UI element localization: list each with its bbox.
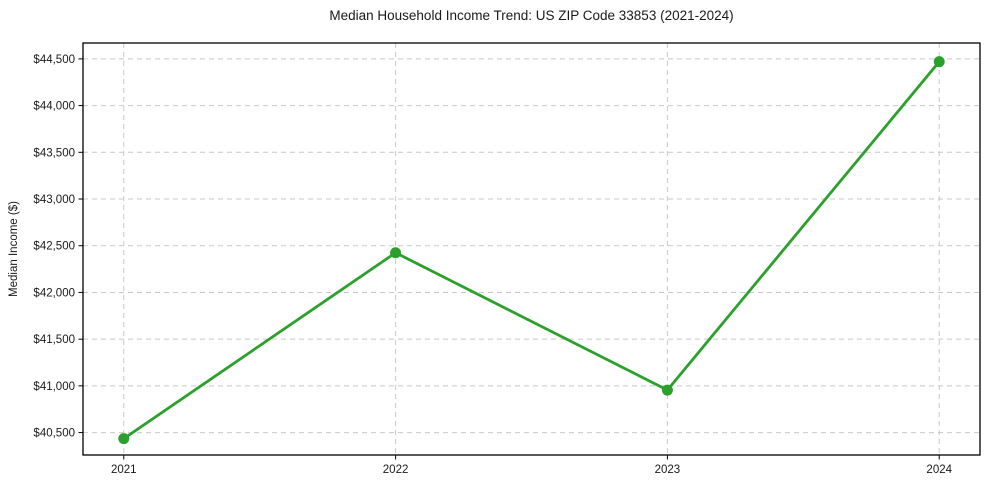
y-tick-label: $43,500 — [33, 147, 75, 159]
y-tick-label: $44,000 — [33, 101, 75, 113]
y-tick-label: $40,500 — [33, 428, 75, 440]
x-tick-label: 2021 — [111, 464, 137, 476]
chart-title: Median Household Income Trend: US ZIP Co… — [329, 8, 734, 23]
y-tick-label: $42,000 — [33, 287, 75, 299]
data-point — [390, 247, 402, 259]
axes-frame — [82, 42, 981, 456]
y-axis-label: Median Income ($) — [8, 201, 20, 297]
x-tick-label: 2024 — [926, 464, 952, 476]
y-tick-label: $43,000 — [33, 194, 75, 206]
y-tick-label: $44,500 — [33, 54, 75, 66]
data-point — [933, 56, 945, 68]
x-tick-label: 2023 — [655, 464, 681, 476]
trend-line — [122, 60, 941, 441]
x-tick-label: 2022 — [383, 464, 409, 476]
data-point — [661, 384, 673, 396]
y-tick-label: $41,000 — [33, 381, 75, 393]
data-point — [118, 433, 130, 445]
y-tick-label: $41,500 — [33, 334, 75, 346]
y-tick-label: $42,500 — [33, 241, 75, 253]
